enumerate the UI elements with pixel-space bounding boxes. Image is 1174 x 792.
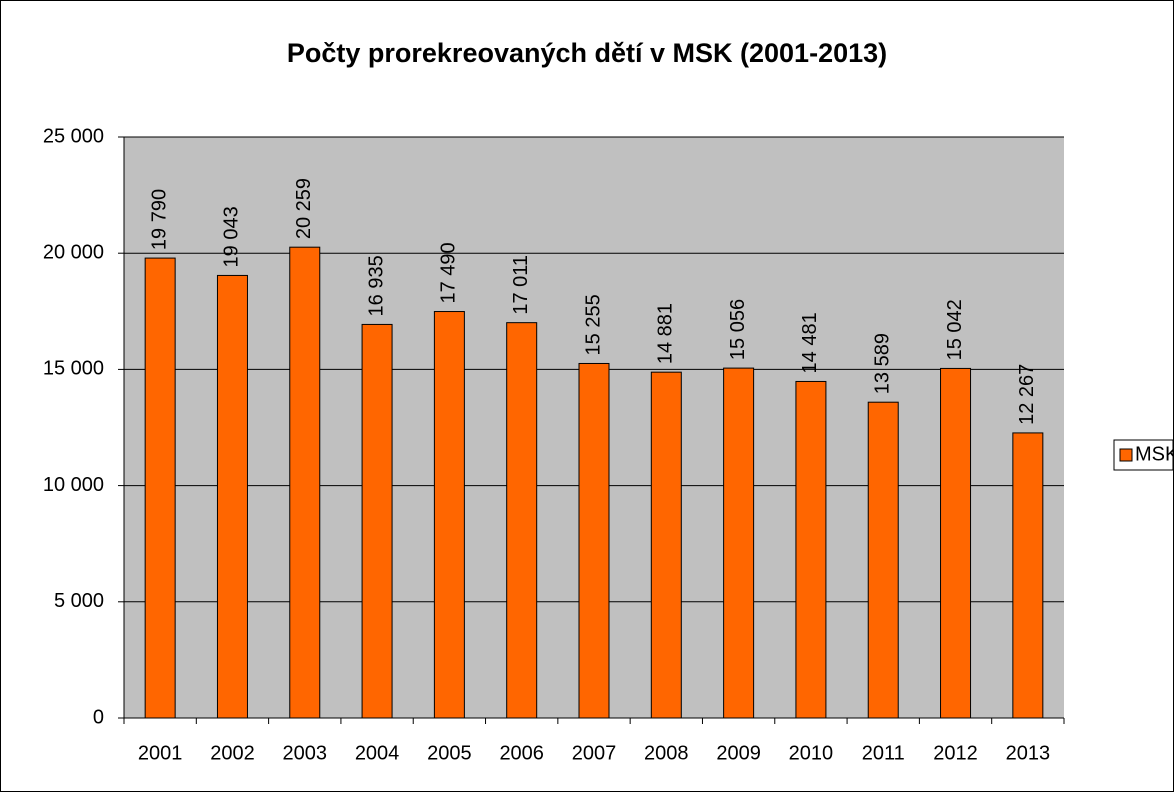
x-tick-label: 2009: [716, 742, 761, 764]
bar: [216, 274, 248, 719]
legend-label: MSK: [1135, 443, 1174, 465]
bar: [723, 367, 755, 719]
x-tick-label: 2007: [572, 742, 617, 764]
x-tick-label: 2003: [283, 742, 328, 764]
data-label: 12 267: [1016, 364, 1038, 425]
bar: [795, 380, 827, 719]
x-tick-label: 2001: [138, 742, 183, 764]
y-tick-label: 25 000: [43, 125, 104, 147]
x-tick-label: 2005: [427, 742, 472, 764]
x-tick-label: 2006: [499, 742, 544, 764]
data-label: 15 042: [944, 299, 966, 360]
y-tick-label: 20 000: [43, 241, 104, 263]
data-label: 14 881: [655, 303, 677, 364]
data-label: 19 790: [148, 189, 170, 250]
x-tick-label: 2013: [1006, 742, 1051, 764]
bar: [650, 371, 682, 719]
bar: [867, 401, 899, 719]
x-tick-label: 2008: [644, 742, 689, 764]
bar: [1012, 432, 1044, 719]
y-tick-label: 10 000: [43, 474, 104, 496]
x-tick-label: 2002: [210, 742, 255, 764]
data-label: 13 589: [872, 333, 894, 394]
data-label: 17 490: [438, 242, 460, 303]
data-label: 15 255: [582, 294, 604, 355]
chart-title: Počty prorekreovaných dětí v MSK (2001-2…: [287, 38, 887, 68]
bar: [144, 257, 176, 719]
y-tick-label: 0: [93, 706, 104, 728]
y-tick-label: 15 000: [43, 358, 104, 380]
x-tick-label: 2011: [862, 742, 905, 764]
data-label: 15 056: [727, 299, 749, 360]
data-label: 16 935: [365, 255, 387, 316]
bar: [289, 246, 321, 719]
data-label: 19 043: [221, 206, 243, 267]
data-label: 20 259: [293, 178, 315, 239]
x-tick-label: 2010: [789, 742, 834, 764]
data-label: 14 481: [799, 312, 821, 373]
bar: [433, 311, 465, 719]
bar: [578, 362, 610, 719]
bar: [361, 323, 393, 719]
legend-box: [1113, 439, 1174, 471]
bar: [940, 367, 972, 719]
x-tick-label: 2012: [933, 742, 978, 764]
data-label: 17 011: [510, 255, 532, 315]
x-tick-label: 2004: [355, 742, 400, 764]
legend-swatch: [1119, 448, 1133, 462]
bar: [506, 322, 538, 719]
y-tick-label: 5 000: [54, 590, 104, 612]
